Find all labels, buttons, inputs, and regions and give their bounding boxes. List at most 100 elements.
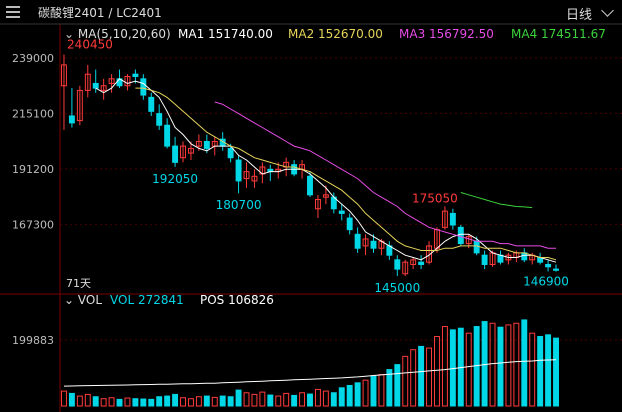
volume-bar	[124, 397, 131, 407]
volume-bar	[156, 396, 163, 407]
volume-bar	[227, 396, 234, 407]
ma2-line	[135, 87, 557, 261]
candle-body	[195, 140, 202, 147]
candle-body	[92, 82, 99, 89]
volume-bar	[283, 392, 290, 407]
volume-bar	[330, 392, 337, 407]
volume-bar	[76, 395, 83, 407]
candle-body	[410, 259, 417, 265]
volume-bar	[164, 395, 171, 407]
volume-bar	[338, 387, 345, 407]
volume-bar	[267, 394, 274, 407]
position-line	[63, 359, 557, 387]
candle-body	[402, 261, 409, 275]
volume-bar	[529, 332, 536, 407]
volume-bar	[426, 347, 433, 407]
annotation-high: 240450	[67, 38, 113, 52]
volume-tick-label: 199883	[12, 334, 54, 347]
candle-body	[132, 73, 139, 77]
candle-body	[108, 78, 115, 84]
candle-body	[84, 73, 91, 91]
candle-body	[449, 212, 456, 226]
candle-body	[354, 233, 361, 249]
candle-body	[370, 240, 377, 249]
candle-body	[307, 175, 313, 196]
candle-body	[481, 254, 488, 265]
volume-bar	[259, 391, 266, 407]
ma3-value: MA3 156792.50	[399, 27, 494, 41]
volume-bar	[203, 395, 210, 407]
volume-bar	[108, 397, 115, 407]
volume-bar	[307, 393, 313, 407]
candle-body	[243, 171, 250, 180]
ma-collapse-icon[interactable]: ⌄	[64, 27, 75, 41]
volume-bar	[402, 355, 409, 407]
volume-bar	[322, 390, 329, 407]
candle-body	[187, 147, 194, 154]
volume-bar	[84, 393, 91, 407]
annotation-peak-175050: 175050	[412, 191, 458, 205]
volume-bar	[489, 322, 496, 407]
volume-bar	[61, 390, 67, 407]
price-tick-label: 215100	[12, 107, 54, 120]
price-tick-label: 167300	[12, 218, 54, 231]
candle-body	[76, 89, 83, 122]
volume-bar	[465, 332, 472, 407]
vol-value: VOL 272841	[110, 293, 184, 307]
ma-legend: ⌄ MA(5,10,20,60)	[64, 27, 171, 41]
candle-body	[68, 115, 75, 124]
candle-body	[148, 96, 155, 112]
volume-bar	[410, 349, 417, 407]
volume-bar	[100, 398, 107, 407]
volume-bar	[187, 398, 194, 407]
candle-body	[426, 245, 433, 263]
ma1-line	[95, 78, 557, 263]
volume-bar	[132, 398, 139, 407]
candle-body	[314, 198, 321, 210]
vol-collapse-icon[interactable]: ⌄	[64, 293, 75, 307]
volume-bar	[370, 375, 377, 407]
volume-bar	[172, 393, 179, 407]
volume-bar	[291, 394, 298, 407]
vol-legend: ⌄ VOL	[64, 293, 102, 307]
volume-bar	[195, 396, 202, 407]
volume-bar	[346, 384, 353, 407]
ma1-value: MA1 151740.00	[178, 27, 273, 41]
volume-bar	[211, 396, 218, 407]
candle-body	[235, 159, 242, 182]
volume-bar	[92, 396, 99, 407]
volume-bar	[235, 389, 242, 407]
instrument-title: 碳酸锂2401 / LC2401	[38, 6, 162, 20]
candle-body	[362, 238, 369, 247]
volume-bar	[116, 398, 123, 407]
volume-bar	[354, 382, 361, 407]
candle-body	[251, 175, 258, 182]
price-tick-label: 239000	[12, 52, 54, 65]
volume-bar	[537, 335, 544, 407]
ma4-line	[460, 192, 533, 209]
candle-body	[497, 254, 504, 263]
volume-bar	[418, 345, 425, 407]
volume-bar	[251, 393, 258, 407]
menu-icon[interactable]	[6, 6, 20, 18]
candle-body	[457, 226, 464, 245]
volume-bar	[394, 364, 401, 407]
volume-bar	[243, 392, 250, 407]
volume-bar	[68, 392, 75, 407]
volume-bar	[553, 337, 559, 407]
pos-value: POS 106826	[200, 293, 274, 307]
period-selector[interactable]: 日线	[565, 8, 592, 23]
candle-body	[322, 194, 329, 198]
price-tick-label: 191200	[12, 163, 54, 176]
candle-body	[545, 263, 552, 268]
annotation-last-146900: 146900	[523, 275, 569, 289]
volume-bar	[275, 395, 282, 407]
candle-body	[346, 217, 353, 231]
candle-body	[338, 210, 345, 214]
volume-bar	[434, 335, 440, 407]
volume-bar	[140, 398, 147, 407]
ma4-value: MA4 174511.67	[511, 27, 606, 41]
volume-bar	[481, 321, 488, 407]
ma-params: MA(5,10,20,60)	[77, 27, 171, 41]
